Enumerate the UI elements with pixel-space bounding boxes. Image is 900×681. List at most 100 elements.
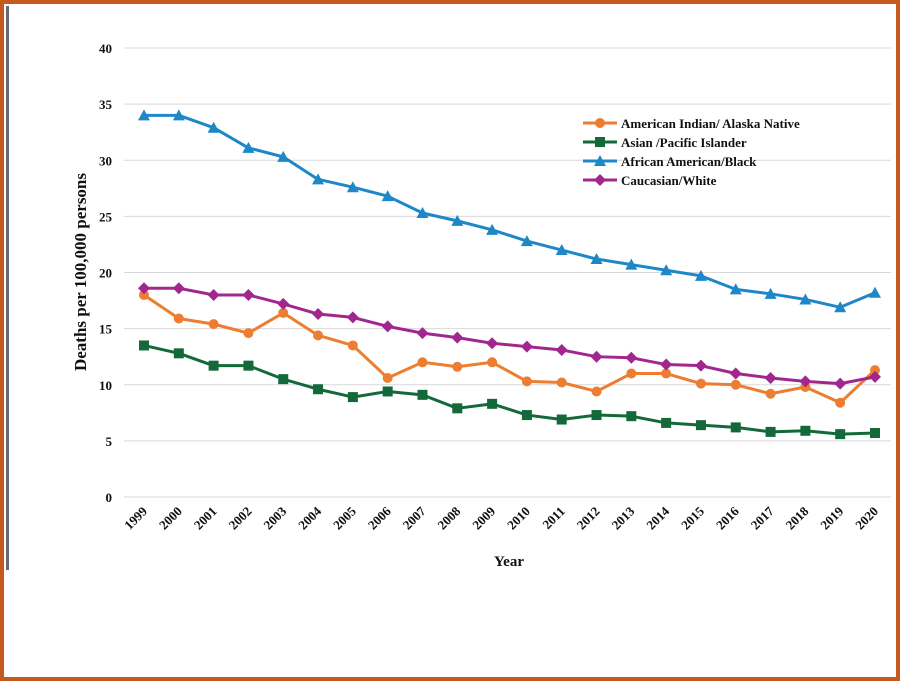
data-point-triangle <box>590 253 603 265</box>
series-3 <box>138 282 881 390</box>
data-point-square <box>278 374 289 385</box>
series-line <box>144 286 876 386</box>
data-point-diamond <box>834 377 847 390</box>
data-point-diamond <box>172 282 185 295</box>
series-line <box>144 113 876 309</box>
data-point-triangle <box>277 150 290 162</box>
data-point-square <box>173 348 184 359</box>
data-point-circle <box>382 373 393 384</box>
data-point-circle <box>417 357 428 368</box>
data-point-triangle <box>138 109 150 121</box>
legend-item: American Indian/ Alaska Native <box>583 116 800 131</box>
x-tick-label: 2000 <box>156 504 185 533</box>
data-point-square <box>556 414 567 425</box>
data-point-square <box>382 386 393 397</box>
data-point-circle <box>173 313 184 324</box>
x-tick-label: 2015 <box>678 503 707 532</box>
data-point-circle <box>695 378 706 389</box>
data-point-circle <box>626 368 637 379</box>
data-point-circle <box>208 319 219 330</box>
data-point-circle <box>730 379 741 390</box>
data-point-square <box>208 360 219 371</box>
x-tick-label: 2005 <box>330 503 359 532</box>
data-point-circle <box>313 330 324 341</box>
data-point-triangle <box>207 121 220 133</box>
x-tick-label: 2010 <box>504 504 533 533</box>
left-divider <box>6 6 9 570</box>
data-point-square <box>626 411 637 422</box>
data-point-circle <box>521 376 532 387</box>
y-tick-label: 30 <box>99 153 112 168</box>
data-point-circle <box>243 328 254 339</box>
data-point-diamond <box>416 327 429 340</box>
y-tick-label: 25 <box>99 209 113 224</box>
data-point-circle <box>661 368 672 379</box>
data-point-diamond <box>451 331 464 344</box>
data-point-square <box>243 360 254 371</box>
y-tick-label: 15 <box>99 322 113 337</box>
x-tick-label: 2003 <box>260 503 289 532</box>
data-point-diamond <box>520 340 533 353</box>
data-point-diamond <box>138 282 150 295</box>
data-point-diamond <box>207 288 220 301</box>
legend-label: African American/Black <box>621 154 757 169</box>
y-tick-label: 10 <box>99 378 112 393</box>
series-line <box>143 293 877 405</box>
data-point-square <box>661 417 672 428</box>
data-point-diamond <box>729 367 742 380</box>
data-point-triangle <box>625 258 638 270</box>
data-point-triangle <box>834 301 847 313</box>
x-tick-label: 2020 <box>852 504 881 533</box>
y-tick-labels: 0 5 10 15 20 25 30 35 40 <box>99 41 113 505</box>
data-point-triangle <box>381 190 394 202</box>
data-point-circle <box>765 388 776 399</box>
data-point-triangle <box>312 173 325 185</box>
legend: American Indian/ Alaska Native Asian /Pac… <box>583 116 800 188</box>
data-point-square <box>452 403 463 414</box>
legend-item: African American/Black <box>583 154 757 169</box>
legend-label: Asian /Pacific Islander <box>621 135 747 150</box>
gridlines <box>124 47 891 498</box>
series-1 <box>139 340 880 440</box>
data-point-triangle <box>416 207 429 219</box>
series-group <box>138 109 881 440</box>
data-point-circle <box>870 365 880 376</box>
data-point-circle <box>487 357 498 368</box>
data-point-triangle <box>764 287 777 299</box>
data-point-diamond <box>694 359 707 372</box>
data-point-circle <box>595 118 605 128</box>
x-tick-label: 2012 <box>574 504 603 533</box>
data-point-triangle <box>555 244 568 256</box>
x-tick-label: 2009 <box>469 503 498 532</box>
data-point-circle <box>347 340 358 351</box>
data-point-diamond <box>799 375 812 388</box>
data-point-square <box>347 392 358 403</box>
data-point-circle <box>591 386 602 397</box>
data-point-square <box>730 422 741 433</box>
x-axis-title: Year <box>494 554 524 570</box>
data-point-square <box>417 389 428 400</box>
data-point-square <box>800 425 811 436</box>
data-point-square <box>765 426 776 437</box>
x-tick-label: 1999 <box>121 503 150 532</box>
data-point-triangle <box>799 293 812 305</box>
data-point-diamond <box>312 308 325 321</box>
data-point-square <box>313 384 324 395</box>
x-tick-label: 2007 <box>400 503 429 532</box>
y-tick-label: 20 <box>99 266 112 281</box>
x-tick-label: 2006 <box>365 503 394 532</box>
y-tick-label: 5 <box>106 434 113 449</box>
series-2 <box>138 109 881 313</box>
data-point-circle <box>278 307 289 318</box>
data-point-diamond <box>277 297 290 310</box>
data-point-circle <box>556 377 567 388</box>
x-tick-label: 2014 <box>643 503 672 532</box>
data-point-triangle <box>451 214 464 226</box>
data-point-square <box>595 137 605 147</box>
legend-label: Caucasian/White <box>621 173 717 188</box>
data-point-diamond <box>764 372 777 385</box>
data-point-diamond <box>381 320 394 333</box>
legend-item: Asian /Pacific Islander <box>583 135 747 150</box>
legend-label: American Indian/ Alaska Native <box>621 116 800 131</box>
x-tick-label: 2011 <box>539 504 567 532</box>
